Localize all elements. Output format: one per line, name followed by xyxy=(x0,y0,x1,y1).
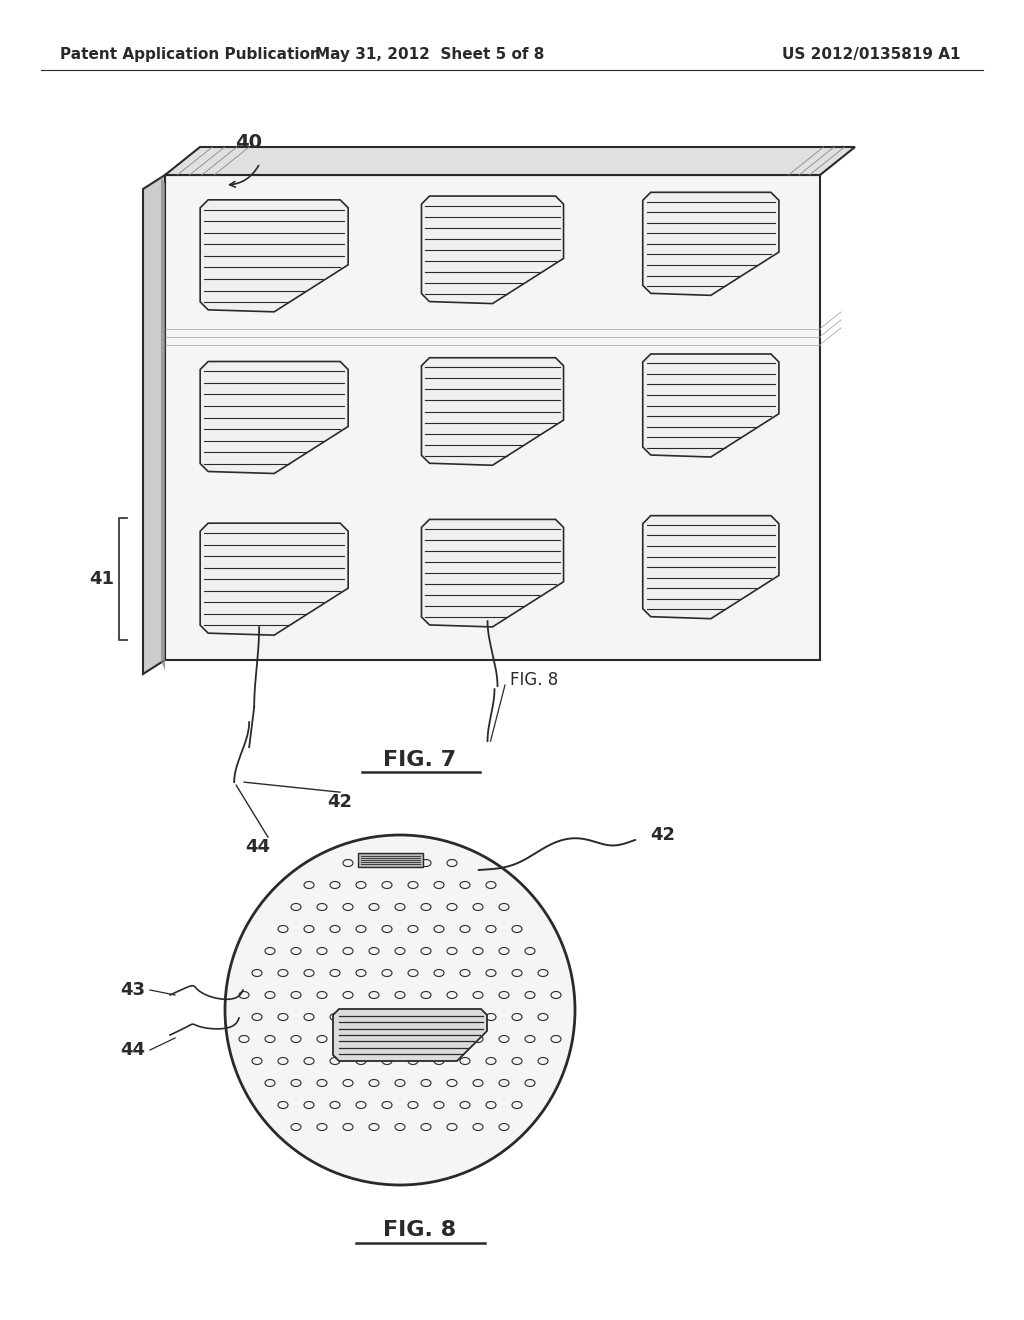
Polygon shape xyxy=(143,176,165,675)
Polygon shape xyxy=(165,147,855,176)
Text: 40: 40 xyxy=(234,133,262,153)
Text: FIG. 8: FIG. 8 xyxy=(510,671,558,689)
Polygon shape xyxy=(643,193,779,296)
Text: Patent Application Publication: Patent Application Publication xyxy=(60,48,321,62)
Polygon shape xyxy=(422,197,563,304)
Text: US 2012/0135819 A1: US 2012/0135819 A1 xyxy=(781,48,961,62)
Polygon shape xyxy=(643,354,779,457)
Polygon shape xyxy=(643,516,779,619)
Text: 44: 44 xyxy=(120,1041,145,1059)
Text: 44: 44 xyxy=(246,838,270,857)
Text: 42: 42 xyxy=(328,793,352,812)
Polygon shape xyxy=(200,523,348,635)
Text: 41: 41 xyxy=(89,570,115,589)
Text: 43: 43 xyxy=(120,981,145,999)
Text: 42: 42 xyxy=(650,826,675,843)
Polygon shape xyxy=(200,362,348,474)
Polygon shape xyxy=(358,853,423,867)
Circle shape xyxy=(225,836,575,1185)
Polygon shape xyxy=(200,199,348,312)
Text: FIG. 7: FIG. 7 xyxy=(383,750,457,770)
Polygon shape xyxy=(422,358,563,465)
Text: FIG. 8: FIG. 8 xyxy=(383,1220,457,1239)
Polygon shape xyxy=(422,519,563,627)
Polygon shape xyxy=(165,176,820,660)
Text: May 31, 2012  Sheet 5 of 8: May 31, 2012 Sheet 5 of 8 xyxy=(315,48,545,62)
Polygon shape xyxy=(333,1008,487,1061)
